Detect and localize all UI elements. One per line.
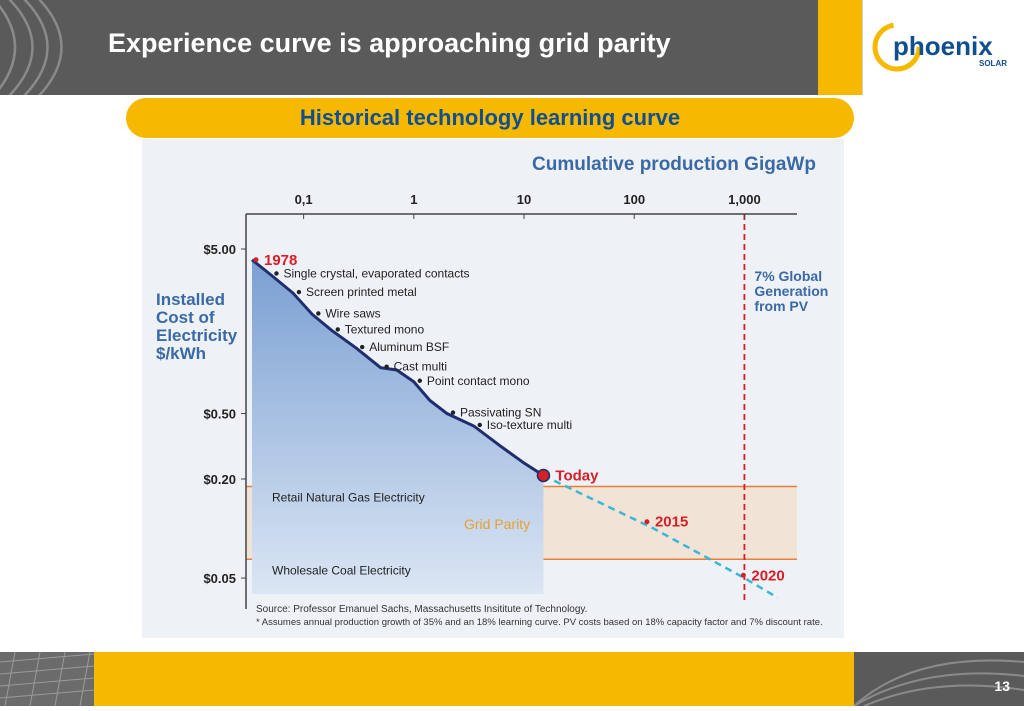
learning-curve-chart: 0,1 1 10 100 1,000 $5.00 $0.50 $0.20 $0.05 Singl… [156,154,828,628]
slide-title: Experience curve is approaching grid par… [108,28,671,58]
band-label: Retail Natural Gas Electricity [272,491,425,505]
series-historical-line [251,258,545,477]
annotation-bullet [316,311,321,316]
vline-label-line: Generation [754,283,828,299]
milestone-label: 2020 [751,567,784,584]
milestone-label: 1978 [264,252,297,269]
grid-parity-label: Grid Parity [464,516,530,532]
phoenix-solar-logo: phoenix SOLAR [862,0,1024,95]
annotation-bullet [360,344,365,350]
milestone-marker [536,468,551,483]
milestone-marker [740,572,746,578]
x-tick-label: 1,000 [728,192,761,207]
annotation-label: Point contact mono [427,374,530,388]
annotation-label: Aluminum BSF [369,340,449,354]
footer-accent-band [94,652,854,706]
annotation-bullet [384,364,389,369]
x-tick-label: 0,1 [295,192,313,207]
y-axis-label-line: $/kWh [156,344,206,363]
chart-footnote: * Assumes annual production growth of 35… [256,617,823,628]
annotation-bullet [335,327,340,332]
slide-header: Experience curve is approaching grid par… [0,0,818,95]
y-axis-label-line: Cost of [156,308,215,327]
band-label: Wholesale Coal Electricity [272,563,411,577]
series-projection-line [542,474,779,599]
x-tick-label: 1 [410,192,417,207]
vline-label-line: from PV [754,298,808,314]
annotation-bullet [450,410,456,415]
logo-tagline: SOLAR [979,59,1007,68]
y-axis-label-line: Installed [156,290,225,309]
milestone-label: 2015 [655,514,688,531]
cost-area-fill [251,259,544,594]
y-tick-label: $0.05 [203,571,236,586]
x-tick-label: 100 [623,192,645,207]
milestone-marker [253,257,259,263]
header-accent-bar [818,0,862,95]
annotation-label: Wire saws [325,306,380,320]
annotation-label: Iso-texture multi [487,418,572,432]
annotation-bullet [274,271,279,276]
vline-label-line: 7% Global [754,268,822,284]
annotation-label: Screen printed metal [306,285,417,299]
chart-subtitle: Historical technology learning curve [299,105,681,130]
chart-source: Source: Professor Emanuel Sachs, Massach… [256,604,587,615]
annotation-label: Cast multi [394,360,447,374]
logo-ring-icon [872,22,922,72]
annotation-bullet [296,289,302,295]
chart-title: Cumulative production GigaWp [532,154,816,175]
y-axis-label-line: Electricity [156,326,238,345]
y-tick-label: $0.50 [203,407,236,422]
swirl-graphic-icon [0,0,63,95]
annotation-label: Textured mono [345,322,425,336]
annotation-label: Passivating SN [460,406,541,420]
annotation-bullet [417,378,423,383]
milestone-marker [644,519,650,525]
footer-swirl [853,652,1024,707]
annotation-bullet [477,422,482,428]
chart-panel: 0,1 1 10 100 1,000 $5.00 $0.50 $0.20 $0.05 Singl… [142,139,844,638]
x-tick-label: 10 [517,192,531,207]
annotation-label: Single crystal, evaporated contacts [283,266,469,280]
subtitle-bar: Historical technology learning curve [126,98,854,138]
milestone-label: Today [555,468,599,485]
y-tick-label: $5.00 [203,242,236,257]
logo-wordmark: phoenix [893,31,993,61]
page-number: 13 [994,678,1010,694]
y-tick-label: $0.20 [203,472,236,487]
footer-solar-panel-image [0,651,95,707]
